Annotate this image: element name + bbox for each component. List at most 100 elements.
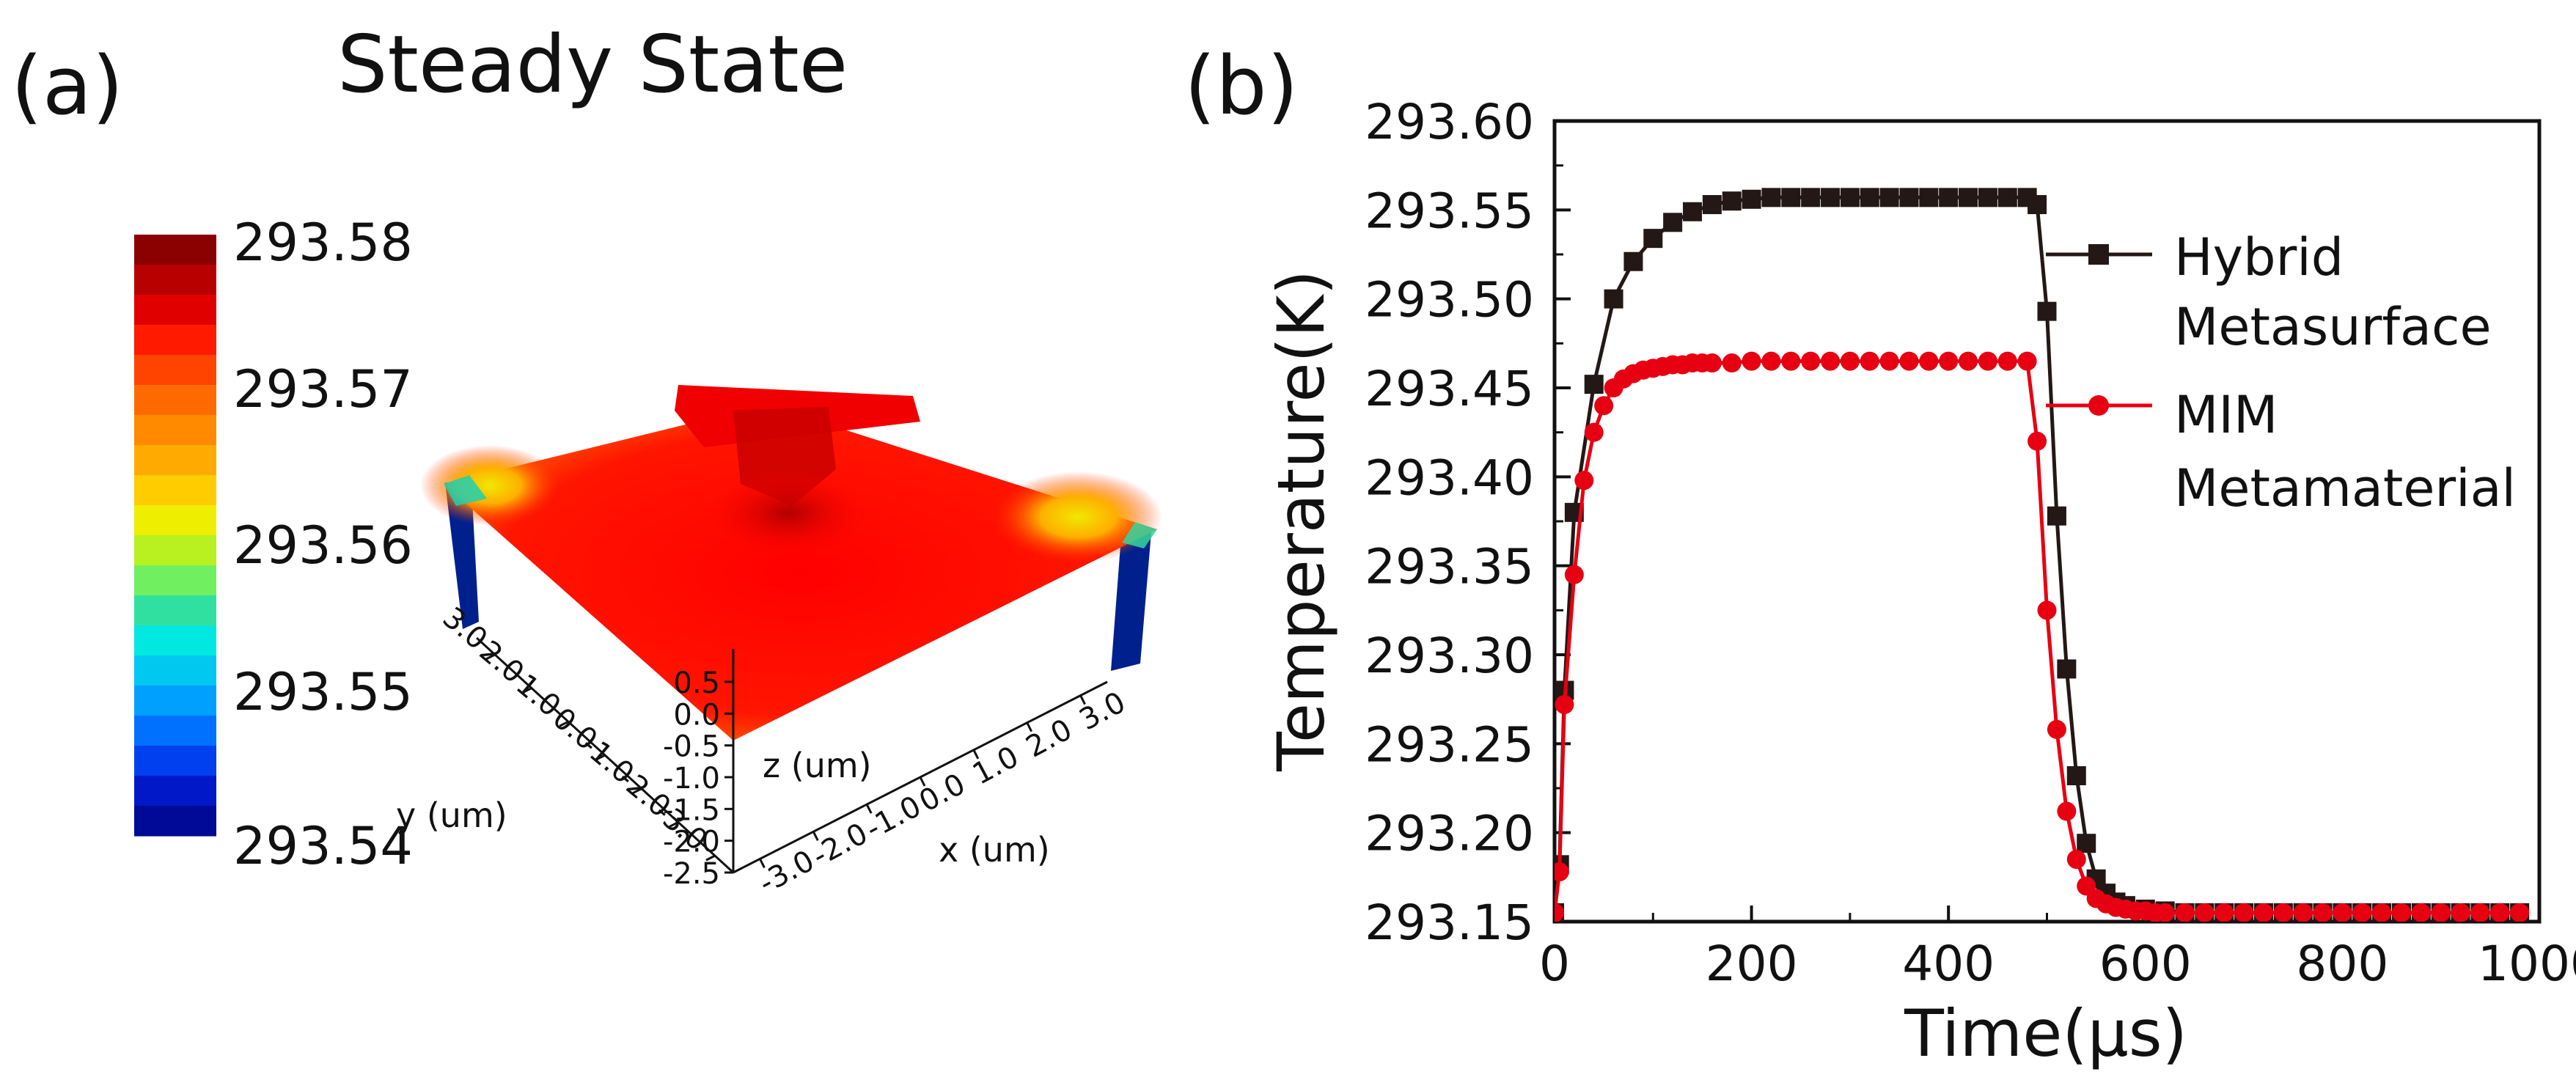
data-point-hybrid: [1663, 213, 1683, 232]
x-axis-3d-tick-label: -1.0: [860, 790, 927, 846]
colorbar-segment: [134, 325, 216, 356]
data-point-mim: [2214, 903, 2234, 922]
x-tick-label: 800: [2296, 936, 2388, 992]
y-axis-3d-tick: [669, 821, 679, 828]
right-leg: [1111, 526, 1151, 671]
data-point-mim: [1564, 565, 1584, 584]
data-point-mim: [1555, 862, 1569, 882]
z-axis-3d-tick-label: 0.0: [673, 698, 720, 732]
data-point-mim: [1860, 351, 1879, 371]
x-axis-3d-tick-label: -3.0: [754, 844, 821, 900]
z-axis-3d-label: z (um): [763, 746, 872, 785]
colorbar-segment: [134, 686, 216, 716]
y-axis-3d-tick: [632, 787, 642, 795]
panel-a-label: (a): [11, 39, 123, 133]
data-point-hybrid: [1702, 195, 1722, 215]
legend-marker-hybrid: [2088, 244, 2109, 265]
data-point-mim: [2037, 600, 2057, 620]
data-point-hybrid: [1939, 188, 1959, 207]
colorbar: [134, 235, 216, 837]
colorbar-segment: [134, 385, 216, 416]
data-point-mim: [2333, 903, 2352, 922]
data-point-mim: [2066, 850, 2086, 870]
colorbar-segment: [134, 746, 216, 776]
data-point-mim: [2451, 903, 2470, 922]
data-point-hybrid: [1821, 188, 1841, 207]
data-point-mim: [2047, 719, 2066, 739]
data-point-hybrid: [1643, 229, 1663, 249]
y-tick-label: 293.15: [1365, 895, 1534, 951]
data-point-hybrid: [1742, 189, 1761, 209]
legend-label-hybrid-line1: Hybrid: [2174, 227, 2344, 287]
y-tick-label: 293.30: [1365, 628, 1534, 684]
data-point-hybrid: [1584, 375, 1604, 394]
colorbar-segment: [134, 235, 216, 265]
x-tick-label: 400: [1902, 936, 1995, 992]
y-axis-label: Temperature(K): [1263, 270, 1339, 772]
x-axis-3d-tick-label: -2.0: [807, 817, 873, 873]
cold-corner-left: [444, 475, 487, 506]
y-tick-label: 293.40: [1365, 449, 1534, 506]
y-axis-3d-tick: [705, 854, 716, 862]
data-point-mim: [1574, 471, 1594, 491]
thermal-3d-model: [420, 385, 1162, 741]
x-tick-label: 200: [1706, 936, 1798, 992]
data-point-mim: [2057, 801, 2077, 821]
x-axis-3d-tick: [1026, 722, 1033, 732]
cold-corner-right: [1122, 522, 1157, 548]
plot-frame: [1552, 119, 2542, 924]
data-point-mim: [2028, 431, 2047, 451]
colorbar-tick: 293.54: [233, 816, 413, 876]
data-point-hybrid: [1604, 289, 1623, 309]
x-axis-3d-label: x (um): [939, 830, 1050, 870]
y-axis-3d-tick: [559, 720, 569, 727]
z-axis-3d-tick-label: -1.0: [663, 762, 720, 796]
data-point-mim: [1761, 351, 1781, 371]
data-point-hybrid: [1860, 188, 1879, 207]
data-point-hybrid: [1623, 251, 1643, 271]
data-point-hybrid: [1801, 188, 1821, 207]
data-point-hybrid: [2077, 834, 2096, 853]
heated-plate: [444, 405, 1157, 741]
data-point-mim: [1594, 396, 1614, 416]
data-point-mim: [1821, 351, 1841, 371]
data-point-mim: [1801, 351, 1821, 371]
y-tick-label: 293.35: [1365, 539, 1534, 595]
y-axis-3d-label: y (um): [396, 796, 507, 835]
y-axis-ticks: 293.60 293.55 293.50 293.45 293.40 293.35 293.…: [1365, 94, 1571, 951]
data-point-mim: [1584, 422, 1604, 442]
z-axis-3d-tick-label: -1.5: [663, 793, 720, 827]
colorbar-tick: 293.57: [233, 359, 413, 419]
colorbar-segment: [134, 535, 216, 566]
data-point-mim: [2470, 903, 2490, 922]
data-point-hybrid: [1683, 202, 1703, 221]
data-point-hybrid: [1840, 188, 1860, 207]
hot-spot-left: [420, 445, 559, 526]
data-point-hybrid: [1899, 188, 1919, 207]
data-point-mim: [2313, 903, 2333, 922]
x-axis-3d-tick: [759, 858, 766, 869]
data-point-hybrid: [1978, 188, 1997, 207]
data-point-hybrid: [2047, 506, 2066, 526]
x-axis-ticks: 0 200 400 600 800 1000: [1539, 906, 2576, 992]
colorbar-segment: [134, 655, 216, 686]
y-tick-label: 293.45: [1365, 361, 1534, 417]
x-axis-3d-tick: [812, 831, 819, 841]
y-axis-3d-tick: [595, 754, 606, 761]
data-point-mim: [2490, 903, 2510, 922]
data-point-mim: [2352, 903, 2372, 922]
legend-label-mim-line1: MIM: [2174, 385, 2278, 445]
data-point-hybrid: [1761, 188, 1781, 207]
data-point-mim: [1722, 353, 1742, 373]
panel-b-temperature-chart: (b) 293.60 293.55 293.50 293.45 293.40 293.35…: [1184, 39, 2576, 1071]
data-point-mim: [2155, 903, 2175, 922]
data-point-mim: [1840, 351, 1860, 371]
data-point-mim: [1555, 903, 1564, 922]
data-point-mim: [1919, 351, 1939, 371]
data-point-hybrid: [1781, 188, 1801, 207]
z-axis-3d-tick-label: 0.5: [673, 666, 720, 700]
data-point-mim: [2175, 903, 2195, 922]
data-point-mim: [2372, 903, 2392, 922]
colorbar-tick: 293.56: [233, 515, 413, 576]
y-tick-label: 293.25: [1365, 716, 1534, 773]
